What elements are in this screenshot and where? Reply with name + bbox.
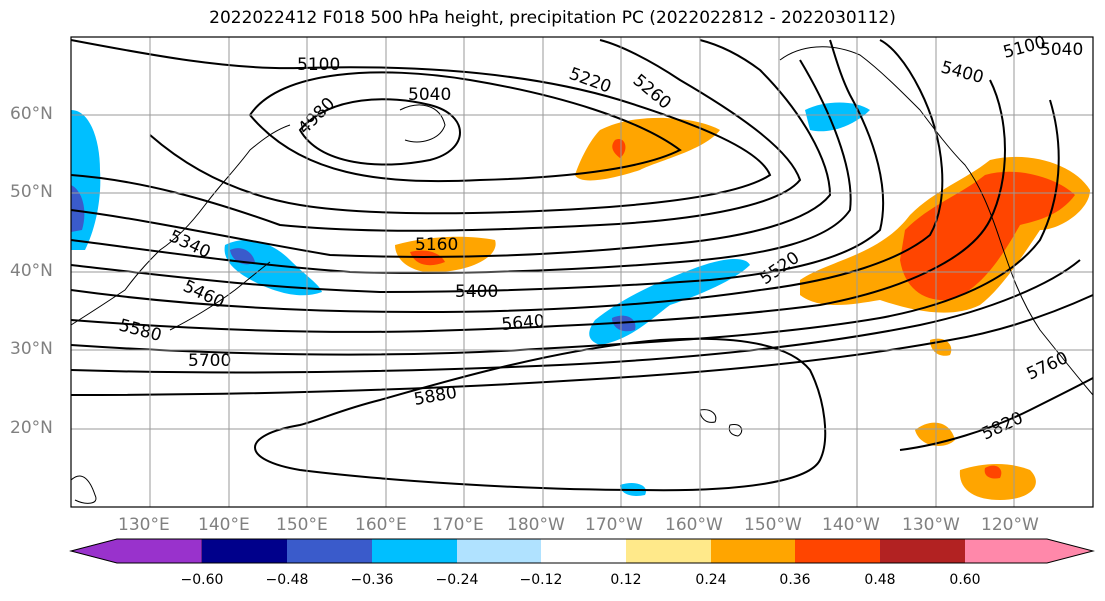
map-title: 2022022412 F018 500 hPa height, precipit… (209, 8, 896, 28)
contour-label: 5700 (188, 351, 231, 371)
contour-label: 5640 (501, 311, 546, 335)
lon-label: 180°W (507, 515, 565, 535)
lat-label: 20°N (10, 418, 53, 438)
colorbar-swatch (965, 539, 1093, 563)
lat-label: 30°N (10, 339, 53, 359)
colorbar-swatch (795, 539, 880, 563)
colorbar-swatch (626, 539, 711, 563)
lat-label: 40°N (10, 261, 53, 281)
colorbar-tick-label: −0.24 (435, 572, 479, 588)
colorbar-tick-label: 0.12 (610, 572, 642, 588)
lon-label: 150°W (744, 515, 802, 535)
lon-label: 140°E (198, 515, 250, 535)
colorbar-tick-label: −0.12 (519, 572, 563, 588)
lon-label: 170°W (585, 515, 643, 535)
contour-label: 5040 (1040, 40, 1083, 60)
colorbar-tick-label: −0.60 (180, 572, 224, 588)
colorbar-tick-label: −0.48 (265, 572, 309, 588)
map-border (70, 36, 1094, 508)
lat-label: 50°N (10, 182, 53, 202)
lat-label: 60°N (10, 104, 53, 124)
lon-label: 130°E (118, 515, 170, 535)
lon-label: 130°W (902, 515, 960, 535)
colorbar-outline (69, 538, 1095, 564)
colorbar-swatch (711, 539, 795, 563)
gridlines (71, 37, 1093, 507)
lon-label: 160°W (665, 515, 723, 535)
lon-label: 160°E (355, 515, 407, 535)
lon-label: 120°W (981, 515, 1039, 535)
colorbar-swatch (69, 538, 203, 564)
lon-label: 170°E (432, 515, 484, 535)
precip-positive-areas (395, 117, 1090, 500)
colorbar-tick-label: 0.60 (949, 572, 981, 588)
colorbar-swatch (457, 539, 541, 563)
lon-label: 150°E (276, 515, 328, 535)
colorbar-tick-label: 0.24 (695, 572, 727, 588)
colorbar-tick-label: 0.48 (864, 572, 896, 588)
contour-label: 5160 (415, 235, 458, 255)
contour-label: 5100 (297, 55, 340, 75)
colorbar (69, 538, 1095, 564)
contour-label: 5400 (455, 282, 498, 302)
colorbar-swatch (287, 539, 372, 563)
contour-label: 5040 (408, 85, 451, 105)
colorbar-swatch (541, 539, 626, 563)
coastlines (70, 46, 1094, 504)
colorbar-tick-label: −0.36 (350, 572, 394, 588)
colorbar-swatch (372, 539, 457, 563)
colorbar-swatch (880, 539, 965, 563)
colorbar-swatch (202, 539, 287, 563)
lon-label: 140°W (822, 515, 880, 535)
colorbar-tick-label: 0.36 (779, 572, 811, 588)
